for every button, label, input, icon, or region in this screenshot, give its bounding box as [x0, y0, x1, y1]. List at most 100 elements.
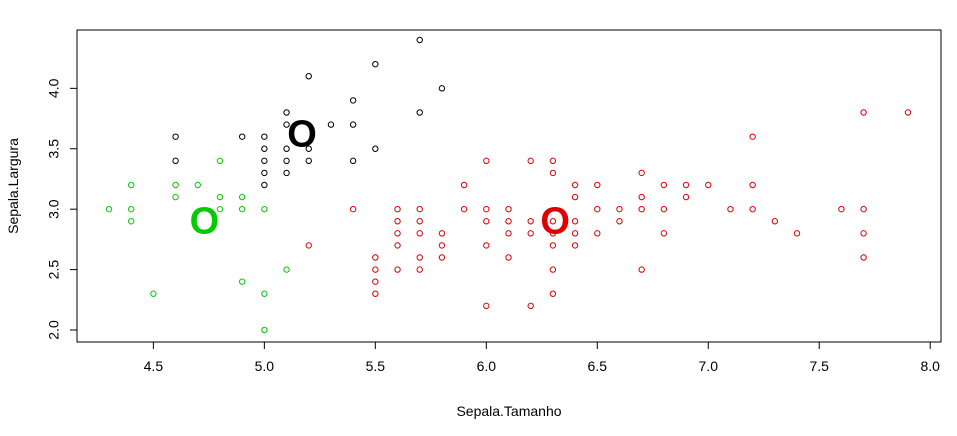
- data-point: [172, 193, 179, 201]
- data-point: [305, 157, 312, 165]
- data-point: [682, 193, 690, 201]
- data-point: [283, 266, 290, 273]
- data-point: [793, 230, 801, 237]
- data-point: [416, 266, 423, 273]
- data-point: [549, 290, 557, 297]
- data-point: [105, 205, 113, 213]
- data-point: [238, 133, 246, 140]
- data-point: [549, 157, 557, 165]
- data-point: [505, 230, 512, 237]
- data-point: [594, 230, 601, 237]
- data-point: [571, 181, 579, 189]
- data-point: [261, 133, 268, 140]
- data-point: [394, 266, 401, 273]
- data-point: [394, 242, 401, 249]
- data-point: [594, 205, 601, 213]
- data-point: [505, 218, 512, 225]
- data-point: [372, 145, 379, 152]
- data-point: [483, 157, 490, 165]
- data-point: [571, 193, 579, 201]
- data-point: [261, 326, 268, 334]
- data-point: [749, 205, 756, 213]
- data-point: [261, 157, 268, 165]
- data-point: [438, 85, 446, 92]
- data-point: [860, 109, 867, 116]
- y-tick-label: 2.5: [46, 260, 62, 280]
- data-point: [283, 145, 290, 152]
- y-axis-label: Sepala.Largura: [5, 138, 21, 234]
- x-tick-label: 6.5: [588, 358, 608, 374]
- data-point: [527, 230, 534, 237]
- data-point: [372, 278, 379, 285]
- data-point: [860, 205, 867, 213]
- x-tick-label: 4.5: [144, 358, 164, 374]
- data-point: [571, 230, 579, 237]
- data-point: [660, 205, 668, 213]
- plot-frame: [76, 29, 942, 343]
- data-point: [416, 230, 423, 237]
- data-point: [505, 254, 512, 261]
- data-point: [527, 302, 534, 310]
- data-point: [505, 205, 512, 213]
- data-point: [460, 205, 468, 213]
- data-point: [416, 36, 423, 44]
- data-point: [571, 242, 579, 249]
- data-point: [261, 290, 268, 297]
- data-point: [238, 205, 246, 213]
- data-point: [305, 73, 312, 80]
- data-point: [394, 218, 401, 225]
- x-tick-label: 7.5: [809, 358, 829, 374]
- x-tick-label: 5.0: [255, 358, 275, 374]
- x-axis-label: Sepala.Tamanho: [456, 403, 561, 419]
- data-point: [305, 242, 312, 249]
- data-point: [194, 181, 201, 189]
- x-tick-label: 6.0: [477, 358, 497, 374]
- data-point: [416, 205, 423, 213]
- data-point: [438, 254, 446, 261]
- data-point: [638, 193, 645, 201]
- data-point: [549, 218, 557, 225]
- data-point: [238, 193, 246, 201]
- data-point: [238, 278, 246, 285]
- data-point: [416, 218, 423, 225]
- data-point: [416, 254, 423, 261]
- data-point: [372, 254, 379, 261]
- data-point: [394, 205, 401, 213]
- data-point: [638, 169, 645, 177]
- data-point: [216, 157, 224, 165]
- data-point: [261, 145, 268, 152]
- data-point: [349, 97, 357, 104]
- data-point: [616, 218, 623, 225]
- data-point: [483, 218, 490, 225]
- data-point: [394, 230, 401, 237]
- data-point: [438, 230, 446, 237]
- data-point: [261, 205, 268, 213]
- data-point: [416, 109, 423, 116]
- data-point: [705, 181, 712, 189]
- data-point: [483, 242, 490, 249]
- x-axis: 4.5 5.0 5.5 6.0 6.5 7.0 7.5 8.0: [144, 341, 940, 374]
- data-point: [349, 157, 357, 165]
- data-point: [549, 242, 557, 249]
- data-point: [349, 121, 357, 128]
- data-point: [438, 242, 446, 249]
- data-point: [460, 181, 468, 189]
- data-point: [571, 218, 579, 225]
- data-point: [305, 145, 312, 152]
- data-point: [172, 181, 179, 189]
- data-point: [483, 302, 490, 310]
- data-point: [283, 121, 290, 128]
- data-point: [638, 266, 645, 273]
- data-point: [727, 205, 734, 213]
- data-point: [549, 230, 557, 237]
- data-point: [838, 205, 845, 213]
- data-point: [616, 205, 623, 213]
- cluster-center-label: O: [540, 201, 570, 243]
- data-point: [150, 290, 157, 297]
- data-point: [372, 266, 379, 273]
- data-point: [549, 169, 557, 177]
- data-point: [904, 109, 912, 116]
- y-tick-label: 3.0: [46, 199, 62, 219]
- data-point: [594, 181, 601, 189]
